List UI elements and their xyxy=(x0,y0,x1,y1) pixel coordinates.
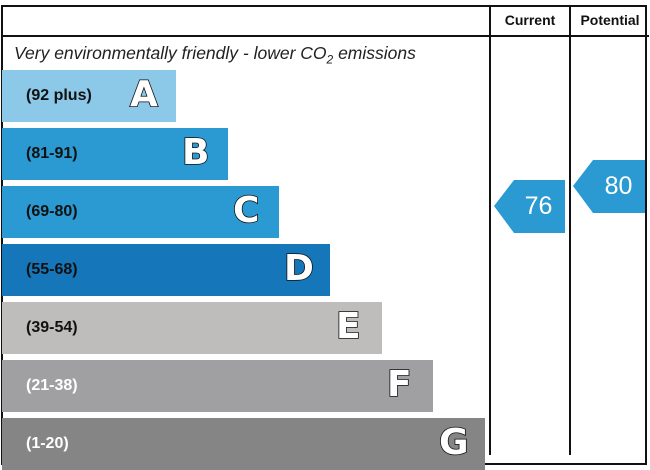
band-letter: B xyxy=(181,131,210,174)
potential-column-divider xyxy=(569,5,571,455)
potential-rating-value: 80 xyxy=(604,172,633,200)
band-letter: D xyxy=(283,247,314,290)
subtitle: Very environmentally friendly - lower CO… xyxy=(14,43,416,67)
subtitle-subscript: 2 xyxy=(326,52,334,67)
band-range: (69-80) xyxy=(26,203,78,220)
band-range: (92 plus) xyxy=(26,87,92,104)
band-range: (39-54) xyxy=(26,319,78,336)
band-g: (1-20) G xyxy=(2,418,485,470)
current-rating-value: 76 xyxy=(524,192,553,220)
potential-header: Potential xyxy=(580,12,640,28)
subtitle-text-end: emissions xyxy=(333,43,416,63)
band-letter: A xyxy=(129,73,158,116)
band-a: (92 plus) A xyxy=(2,70,176,122)
band-letter: G xyxy=(438,421,469,464)
band-letter: F xyxy=(386,363,412,406)
band-range: (21-38) xyxy=(26,377,78,394)
band-range: (81-91) xyxy=(26,145,78,162)
current-header: Current xyxy=(504,12,556,28)
band-range: (1-20) xyxy=(26,435,69,452)
current-column-divider xyxy=(489,5,491,455)
band-b: (81-91) B xyxy=(2,128,228,180)
band-c: (69-80) C xyxy=(2,186,279,238)
band-d: (55-68) D xyxy=(2,244,330,296)
band-e: (39-54) E xyxy=(2,302,382,354)
band-letter: E xyxy=(335,305,361,348)
header-divider xyxy=(1,35,649,37)
band-range: (55-68) xyxy=(26,261,78,278)
subtitle-text: Very environmentally friendly - lower CO xyxy=(14,43,327,63)
band-f: (21-38) F xyxy=(2,360,433,412)
band-letter: C xyxy=(232,189,260,232)
